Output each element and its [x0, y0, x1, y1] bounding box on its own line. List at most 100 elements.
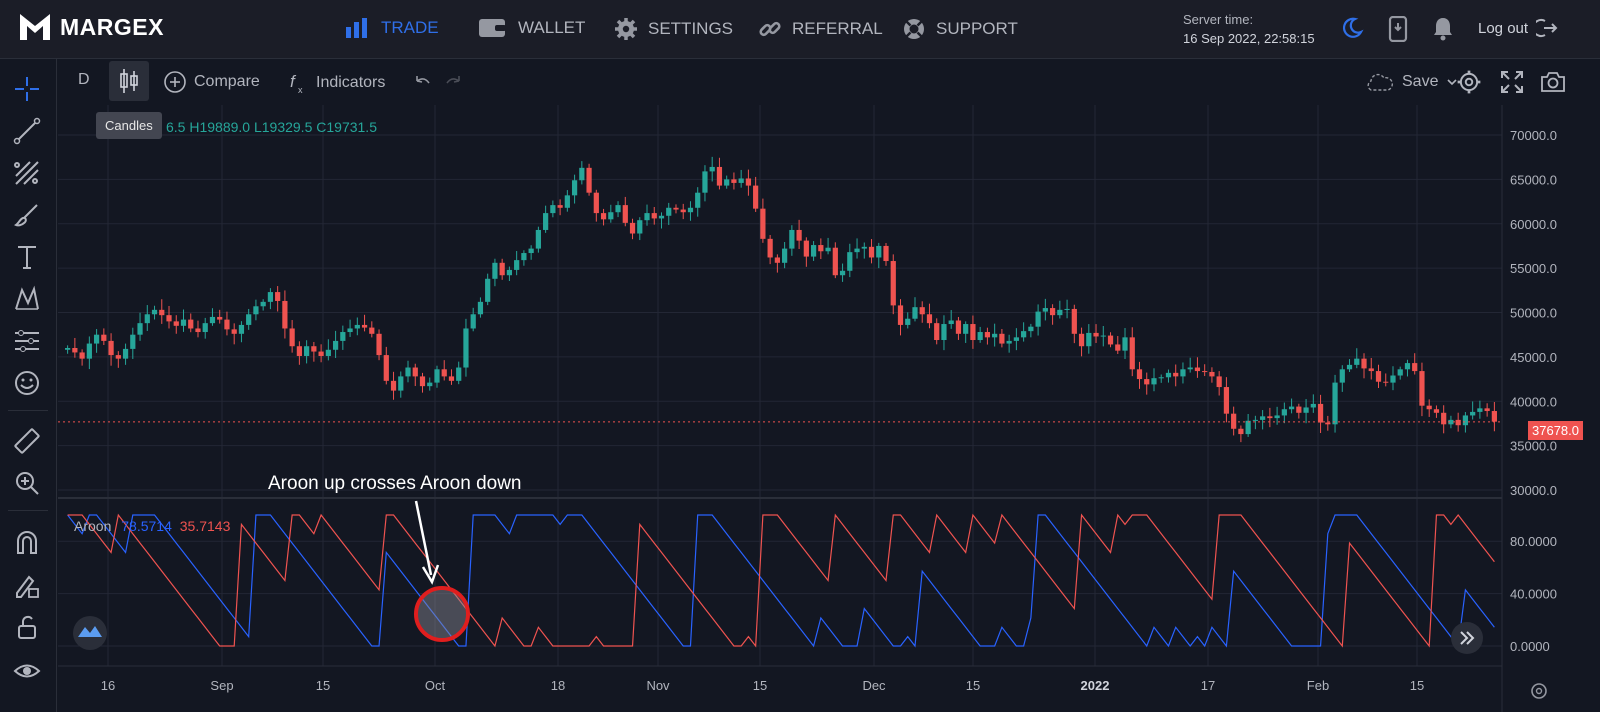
- candle-body: [376, 333, 382, 356]
- candle-body: [673, 207, 679, 210]
- candle-body: [941, 324, 947, 341]
- candle-body: [839, 270, 846, 276]
- chart-grid: [58, 105, 1502, 666]
- candle-body: [528, 248, 534, 254]
- candle-body: [79, 352, 85, 359]
- candle-body: [1433, 409, 1440, 413]
- fib-tool-icon[interactable]: [13, 159, 41, 187]
- time-tick-label: 17: [1201, 678, 1215, 693]
- candle-body: [984, 332, 991, 338]
- candle-body: [658, 215, 665, 219]
- gear-settings-bottom[interactable]: [1531, 683, 1547, 699]
- tool-divider: [8, 410, 48, 411]
- candle-body: [571, 180, 578, 196]
- candle-body: [492, 262, 498, 279]
- aroon-axis: 80.0000 40.0000 0.0000: [1510, 534, 1557, 654]
- logout-button[interactable]: Log out: [1478, 18, 1558, 38]
- candle-body: [861, 246, 867, 249]
- lock-drawing-icon[interactable]: [13, 571, 41, 599]
- aroon-title: Aroon: [74, 518, 112, 534]
- price-chart[interactable]: 70000.0 65000.0 60000.0 55000.0 50000.0 45000…: [58, 105, 1600, 712]
- time-tick-label: 15: [1410, 678, 1424, 693]
- margex-logo[interactable]: MARGEX: [18, 12, 164, 42]
- candle-body: [1165, 372, 1172, 378]
- camera-icon[interactable]: [1540, 70, 1566, 94]
- candle-body: [470, 314, 476, 329]
- top-navigation: MARGEX TRADE WALLET SETTINGS REFERRAL SU…: [0, 0, 1600, 59]
- candle-body: [782, 248, 788, 263]
- magnet-icon[interactable]: [13, 529, 41, 557]
- candle-body: [1462, 415, 1469, 426]
- nav-support[interactable]: SUPPORT: [902, 17, 1018, 41]
- chart-settings-icon[interactable]: [1456, 69, 1482, 95]
- candle-body: [122, 348, 129, 359]
- candle-body: [579, 167, 585, 181]
- ohlc-low: L19329.5: [253, 119, 313, 135]
- candle-body: [514, 260, 520, 270]
- cloud-icon: [1367, 73, 1394, 91]
- margex-watermark-button[interactable]: [73, 616, 107, 650]
- nav-settings-label: SETTINGS: [648, 19, 734, 38]
- candle-body: [593, 192, 599, 214]
- candle-body: [1187, 367, 1193, 370]
- price-tick-label: 35000.0: [1510, 439, 1557, 454]
- nav-settings[interactable]: SETTINGS: [614, 17, 733, 41]
- candle-body: [260, 301, 266, 307]
- pattern-tool-icon[interactable]: [13, 285, 41, 313]
- interval-button[interactable]: D: [78, 71, 90, 89]
- highlight-circle: [414, 586, 470, 642]
- eye-icon[interactable]: [13, 657, 41, 685]
- candle-body: [86, 343, 92, 359]
- candle-body: [506, 269, 513, 276]
- fullscreen-icon[interactable]: [1500, 70, 1524, 94]
- moon-icon[interactable]: [1340, 16, 1364, 40]
- chart-type-button[interactable]: [109, 61, 149, 101]
- price-tick-label: 40000.0: [1510, 394, 1557, 409]
- candle-body: [65, 348, 71, 350]
- redo-icon[interactable]: [444, 73, 464, 91]
- candle-body: [926, 314, 933, 324]
- candle-body: [224, 319, 230, 330]
- save-button[interactable]: Save: [1364, 71, 1458, 93]
- zoom-in-icon[interactable]: [13, 469, 41, 497]
- candle-body: [1448, 419, 1454, 425]
- candle-body: [296, 346, 302, 356]
- brush-icon[interactable]: [13, 201, 41, 229]
- candle-body: [332, 340, 339, 350]
- mobile-app-icon[interactable]: [1387, 16, 1409, 42]
- candle-body: [1281, 409, 1287, 416]
- trend-line-icon[interactable]: [13, 117, 41, 145]
- ruler-icon[interactable]: [13, 427, 41, 455]
- candle-body: [1274, 415, 1280, 419]
- undo-icon[interactable]: [412, 73, 432, 91]
- candle-body: [615, 205, 621, 213]
- aroon-up-line: [67, 514, 1495, 648]
- nav-trade[interactable]: TRADE: [345, 17, 439, 39]
- candle-body: [180, 319, 187, 326]
- candle-body: [390, 380, 397, 391]
- scroll-right-button[interactable]: [1451, 622, 1483, 654]
- candle-body: [1288, 406, 1295, 410]
- nav-referral[interactable]: REFERRAL: [758, 17, 883, 41]
- emoji-icon[interactable]: [13, 369, 41, 397]
- candle-body: [832, 247, 838, 276]
- candle-body: [1231, 413, 1237, 429]
- price-tick-label: 30000.0: [1510, 483, 1557, 498]
- candle-body: [919, 307, 925, 315]
- unlock-icon[interactable]: [13, 613, 41, 641]
- candle-body: [1412, 363, 1418, 372]
- candle-body: [188, 319, 194, 329]
- aroon-tick-label: 0.0000: [1510, 639, 1550, 654]
- candle-body: [1049, 308, 1056, 316]
- nav-wallet[interactable]: WALLET: [478, 17, 585, 39]
- candle-body: [1339, 369, 1345, 383]
- crosshair-icon[interactable]: [13, 75, 41, 103]
- gear-icon: [615, 18, 637, 40]
- candle-body: [1122, 337, 1128, 351]
- text-tool-icon[interactable]: [13, 243, 41, 271]
- candle-body: [1397, 369, 1403, 376]
- compare-button[interactable]: Compare: [164, 71, 260, 93]
- measure-lines-icon[interactable]: [13, 327, 41, 355]
- bell-icon[interactable]: [1432, 16, 1454, 42]
